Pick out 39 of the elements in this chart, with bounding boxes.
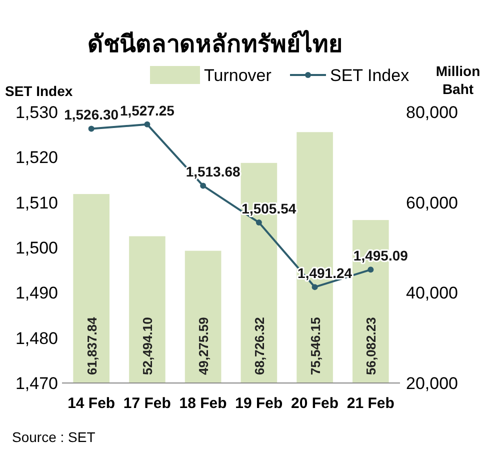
- chart-title: ดัชนีตลาดหลักทรัพย์ไทย: [88, 29, 342, 58]
- point: [256, 219, 262, 226]
- data-label: 1,527.25: [120, 102, 175, 118]
- y-tick-label: 1,470: [15, 374, 58, 393]
- x-tick-label: 20 Feb: [291, 395, 339, 412]
- point: [368, 266, 374, 273]
- point: [144, 121, 150, 128]
- data-label: 1,526.30: [64, 106, 119, 123]
- y-tick-label: 1,530: [15, 103, 58, 122]
- data-label: 68,726.32: [252, 317, 267, 375]
- legend-label: Turnover: [204, 66, 272, 85]
- data-label: 1,495.09: [353, 248, 408, 264]
- y2-tick-label: 80,000: [406, 103, 458, 122]
- x-tick-label: 21 Feb: [346, 395, 394, 412]
- data-label: 52,494.10: [140, 317, 156, 375]
- x-tick-label: 14 Feb: [68, 395, 116, 412]
- y-tick-label: 1,490: [15, 284, 58, 303]
- y2-tick-label: 20,000: [406, 374, 458, 393]
- y-tick-label: 1,520: [15, 148, 58, 168]
- y2-tick-label: 60,000: [406, 193, 458, 212]
- point: [88, 126, 94, 132]
- y2-axis-title: Million Baht: [436, 63, 480, 97]
- x-tick-label: 17 Feb: [123, 395, 171, 412]
- y-tick-label: 1,500: [15, 238, 58, 258]
- data-label: 61,837.84: [84, 316, 100, 375]
- data-label: 56,082.23: [364, 317, 379, 375]
- y2-tick-label: 40,000: [406, 284, 458, 303]
- x-tick-label: 18 Feb: [179, 395, 227, 412]
- point: [200, 182, 206, 189]
- y-tick-label: 1,510: [15, 193, 58, 212]
- source-note: Source : SET: [12, 429, 96, 445]
- y-axis-title: SET Index: [5, 83, 73, 99]
- data-label: 1,505.54: [242, 200, 296, 216]
- data-label: 75,546.15: [308, 317, 323, 375]
- point: [312, 284, 318, 290]
- legend-label: SET Index: [330, 66, 410, 85]
- x-tick-label: 19 Feb: [235, 395, 283, 412]
- data-label: 49,275.59: [196, 317, 212, 375]
- y-tick-label: 1,480: [15, 328, 58, 348]
